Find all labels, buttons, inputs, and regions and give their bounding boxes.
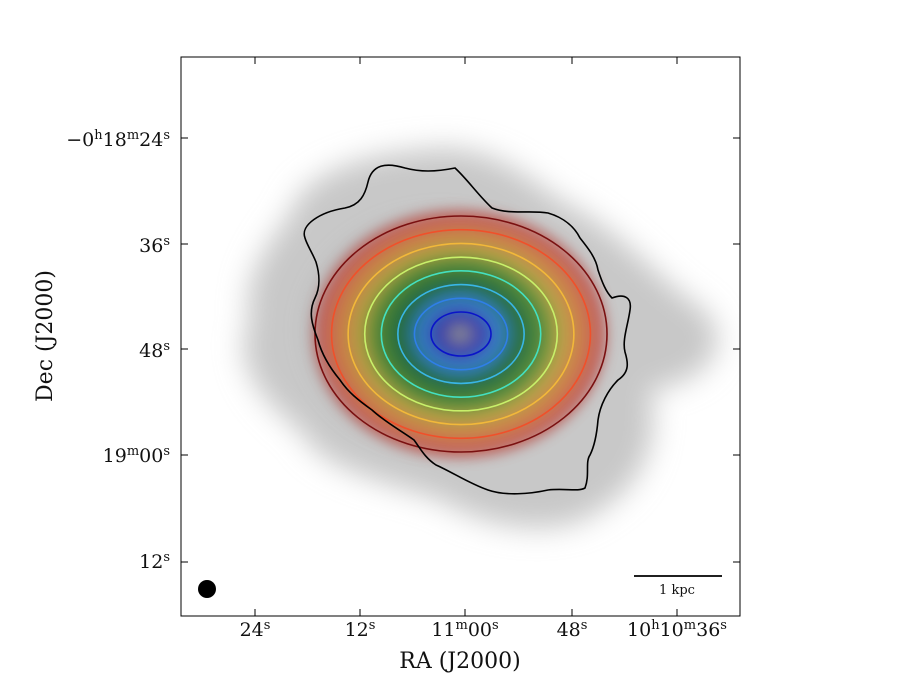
plot-frame [180, 56, 741, 617]
contour-level-6 [347, 242, 575, 426]
axis-ticks [181, 57, 740, 616]
scale-bar-label: 1 kpc [659, 583, 695, 598]
x-tick-label: 48s [557, 618, 588, 641]
x-tick-label: 24s [240, 618, 271, 641]
contour-level-5 [363, 256, 559, 412]
y-axis-title: Dec (J2000) [33, 270, 58, 402]
contour-level-3 [397, 283, 525, 385]
contour-level-7 [330, 228, 592, 440]
y-tick-labels: −0h18m24s 36s 48s 19m00s 12s [66, 128, 170, 573]
x-axis-title: RA (J2000) [399, 649, 520, 674]
contour-level-1 [430, 311, 492, 357]
contour-level-4 [380, 270, 542, 398]
x-tick-labels: 24s 12s 11m00s 48s 10h10m36s [240, 618, 727, 641]
image-layer [243, 148, 718, 529]
beam-marker [198, 580, 216, 598]
contour-level-2 [413, 297, 509, 371]
observed-contour [303, 164, 632, 495]
y-tick-label: −0h18m24s [66, 128, 170, 151]
x-tick-label: 12s [345, 618, 376, 641]
x-tick-label: 10h10m36s [627, 618, 727, 641]
y-tick-label: 19m00s [103, 444, 170, 467]
y-tick-label: 48s [139, 339, 170, 362]
model-disk [312, 209, 608, 459]
scale-bar: 1 kpc [634, 575, 722, 598]
y-tick-label: 12s [139, 550, 170, 573]
y-tick-label: 36s [139, 234, 170, 257]
x-tick-label: 11m00s [431, 618, 498, 641]
